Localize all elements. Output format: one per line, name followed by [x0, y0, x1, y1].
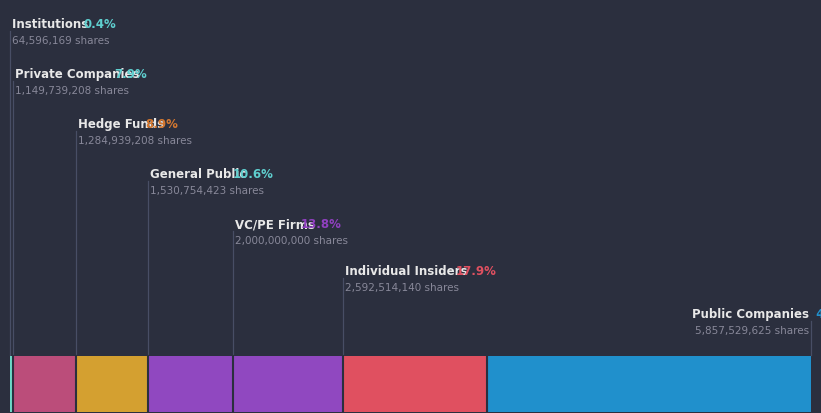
Bar	[487, 356, 811, 412]
Text: 2,000,000,000 shares: 2,000,000,000 shares	[235, 235, 347, 245]
Text: Private Companies: Private Companies	[16, 68, 144, 81]
Text: 64,596,169 shares: 64,596,169 shares	[12, 36, 109, 46]
Bar	[148, 356, 232, 412]
Text: 8.9%: 8.9%	[145, 118, 178, 131]
Text: 7.9%: 7.9%	[115, 68, 148, 81]
Text: 1,149,739,208 shares: 1,149,739,208 shares	[16, 86, 129, 96]
Bar	[343, 356, 487, 412]
Text: 10.6%: 10.6%	[233, 168, 273, 180]
Text: 2,592,514,140 shares: 2,592,514,140 shares	[345, 282, 459, 292]
Bar	[76, 356, 148, 412]
Text: Public Companies: Public Companies	[692, 307, 809, 320]
Text: Hedge Funds: Hedge Funds	[79, 118, 169, 131]
Text: Individual Insiders: Individual Insiders	[345, 264, 472, 277]
Text: 17.9%: 17.9%	[456, 264, 497, 277]
Text: 0.4%: 0.4%	[84, 18, 117, 31]
Text: General Public: General Public	[149, 168, 250, 180]
Text: 13.8%: 13.8%	[301, 218, 342, 230]
Text: 40.5%: 40.5%	[812, 307, 821, 320]
Text: 1,284,939,208 shares: 1,284,939,208 shares	[79, 136, 192, 146]
Bar	[13, 356, 76, 412]
Bar	[10, 356, 13, 412]
Bar	[232, 356, 343, 412]
Text: 1,530,754,423 shares: 1,530,754,423 shares	[149, 185, 264, 195]
Text: VC/PE Firms: VC/PE Firms	[235, 218, 319, 230]
Text: Institutions: Institutions	[12, 18, 93, 31]
Text: 5,857,529,625 shares: 5,857,529,625 shares	[695, 325, 809, 335]
